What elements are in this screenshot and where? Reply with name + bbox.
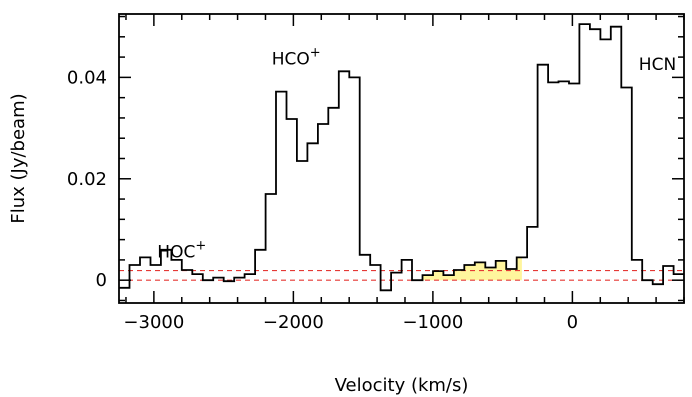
- highlighted-region: [412, 257, 522, 281]
- x-tick-label: 0: [567, 312, 578, 333]
- flux-spectrum-line: [119, 23, 684, 292]
- y-tick-label: 0.04: [67, 67, 107, 88]
- y-axis-label: Flux (Jy/beam): [8, 93, 29, 223]
- x-tick-label: −3000: [123, 312, 184, 333]
- line-label-hoc: HOC+: [157, 238, 206, 262]
- line-label-hcn: HCN: [639, 55, 676, 75]
- y-tick-label: 0: [96, 270, 107, 291]
- x-axis-label: Velocity (km/s): [335, 375, 469, 396]
- x-tick-label: −1000: [402, 312, 463, 333]
- line-label-hco: HCO+: [272, 46, 321, 70]
- x-tick-label: −2000: [263, 312, 324, 333]
- y-tick-label: 0.02: [67, 169, 107, 190]
